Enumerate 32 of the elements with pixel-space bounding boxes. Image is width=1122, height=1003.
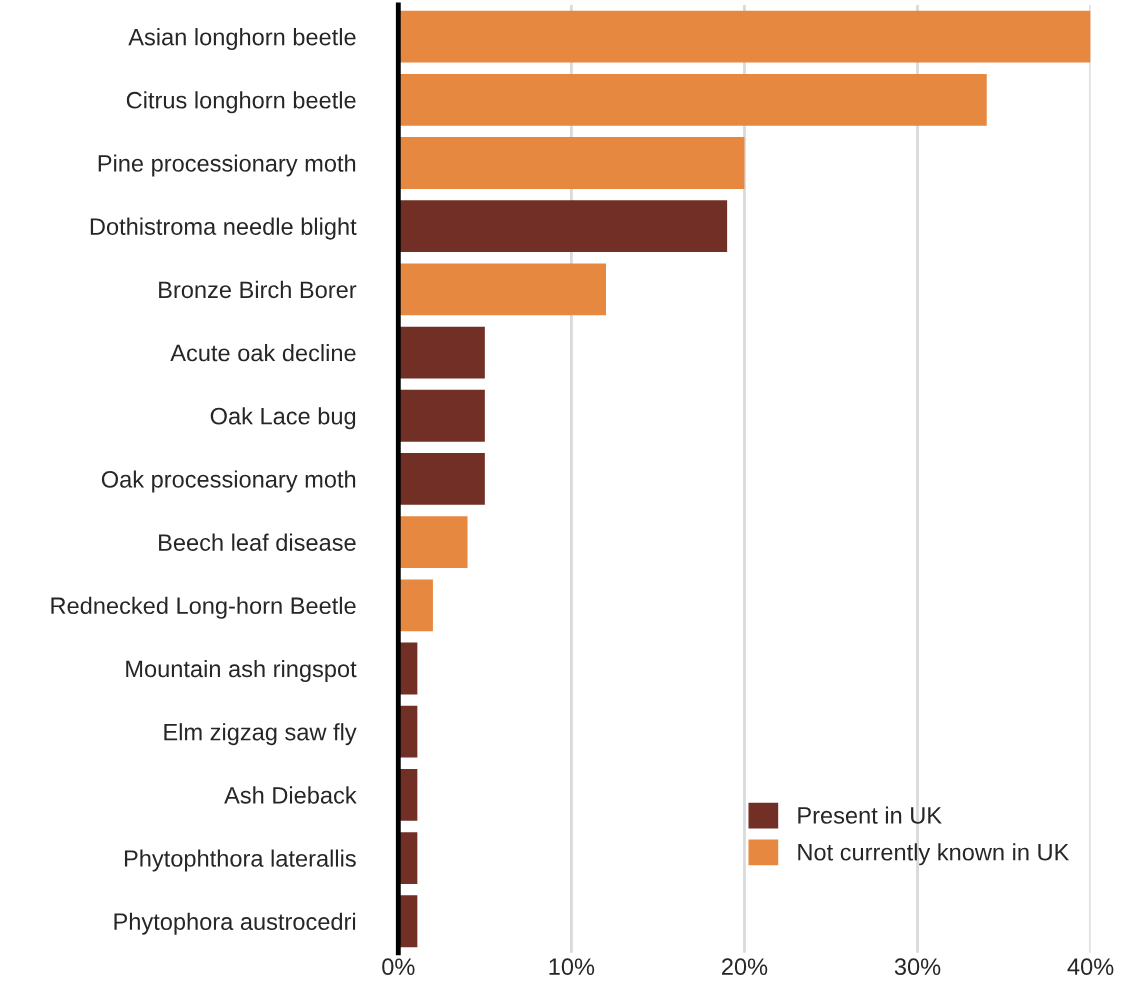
bar bbox=[398, 73, 987, 126]
x-tick-label: 0% bbox=[382, 958, 415, 976]
y-tick-label: Pine processionary moth bbox=[98, 154, 356, 177]
y-tick-label: Acute oak decline bbox=[170, 344, 356, 362]
x-tick-label: 40% bbox=[1067, 958, 1114, 976]
y-tick-label: Dothistroma needle blight bbox=[90, 217, 357, 240]
bar bbox=[398, 453, 485, 505]
x-tick-label: 30% bbox=[894, 958, 941, 976]
bar bbox=[398, 200, 728, 253]
y-tick-label: Rednecked Long-horn Beetle bbox=[51, 596, 356, 619]
y-tick-label: Oak Lace bug bbox=[210, 407, 356, 430]
x-tick-label: 10% bbox=[549, 958, 595, 976]
y-tick-label: Oak processionary moth bbox=[101, 470, 356, 493]
x-tick-label: 20% bbox=[722, 958, 768, 976]
y-tick-label: Phytophthora laterallis bbox=[124, 849, 356, 872]
bar bbox=[398, 137, 745, 189]
y-tick-label: Ash Dieback bbox=[224, 786, 357, 804]
y-tick-label: Asian longhorn beetle bbox=[128, 28, 356, 51]
y-tick-label: Mountain ash ringspot bbox=[126, 659, 357, 682]
y-tick-label: Beech leaf disease bbox=[159, 533, 356, 551]
y-tick-label: Bronze Birch Borer bbox=[159, 280, 357, 299]
y-tick-label: Phytophora austrocedri bbox=[114, 912, 356, 935]
bar bbox=[398, 389, 485, 442]
y-tick-label: Citrus longhorn beetle bbox=[126, 91, 356, 114]
legend-label: Present in UK bbox=[798, 806, 942, 824]
bar bbox=[398, 10, 1091, 63]
legend-label: Not currently known in UK bbox=[798, 843, 1070, 866]
bar bbox=[398, 516, 468, 569]
y-tick-label: Elm zigzag saw fly bbox=[164, 723, 357, 746]
bar bbox=[398, 579, 433, 632]
bar bbox=[398, 263, 606, 316]
bar bbox=[398, 326, 485, 379]
